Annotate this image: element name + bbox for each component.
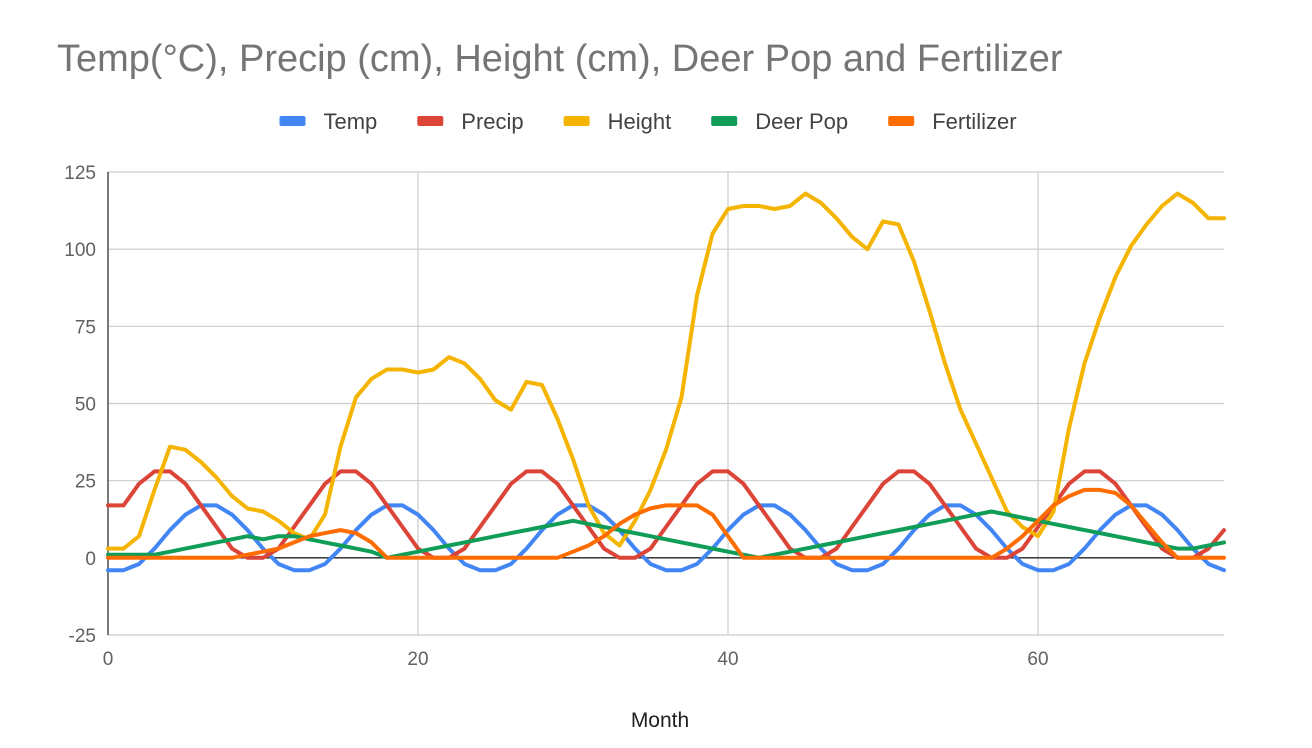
tick-labels: -25 0 25 50 75 100 125 0 20 40 60	[64, 163, 1048, 670]
y-tick-label: 0	[85, 549, 96, 570]
x-axis-label: Month	[631, 709, 689, 732]
series-line-precip	[106, 469, 1226, 560]
series-line-temp	[106, 503, 1226, 573]
x-tick-label: 40	[717, 649, 738, 670]
y-tick-label: 125	[64, 163, 96, 184]
legend-item-height: Height	[563, 109, 672, 134]
legend-label: Deer Pop	[755, 109, 848, 134]
x-tick-label: 0	[103, 649, 114, 670]
legend-item-temp: Temp	[279, 109, 378, 134]
legend-label: Height	[608, 109, 672, 134]
legend-item-deer-pop: Deer Pop	[711, 109, 848, 134]
legend-swatch	[417, 116, 444, 126]
y-tick-label: 25	[75, 472, 96, 493]
series-line-fertilizer	[106, 487, 1226, 560]
chart-title: Temp(°C), Precip (cm), Height (cm), Deer…	[57, 38, 1063, 80]
gridlines	[108, 171, 1224, 636]
legend-label: Fertilizer	[932, 109, 1016, 134]
y-tick-label: 75	[75, 317, 96, 338]
series-line-height	[106, 191, 1226, 551]
legend-swatch	[563, 116, 590, 126]
y-tick-label: 50	[75, 395, 96, 416]
y-tick-label: 100	[64, 240, 96, 261]
legend-swatch	[711, 116, 738, 126]
legend: Temp Precip Height Deer Pop Fertilizer	[279, 109, 1017, 134]
legend-label: Temp	[324, 109, 378, 134]
x-tick-label: 60	[1027, 649, 1048, 670]
legend-item-precip: Precip	[417, 109, 524, 134]
legend-swatch	[279, 116, 306, 126]
x-tick-label: 20	[407, 649, 428, 670]
y-tick-label: -25	[69, 626, 96, 647]
legend-item-fertilizer: Fertilizer	[888, 109, 1017, 134]
legend-swatch	[888, 116, 915, 126]
legend-label: Precip	[461, 109, 523, 134]
series-lines	[106, 191, 1226, 573]
